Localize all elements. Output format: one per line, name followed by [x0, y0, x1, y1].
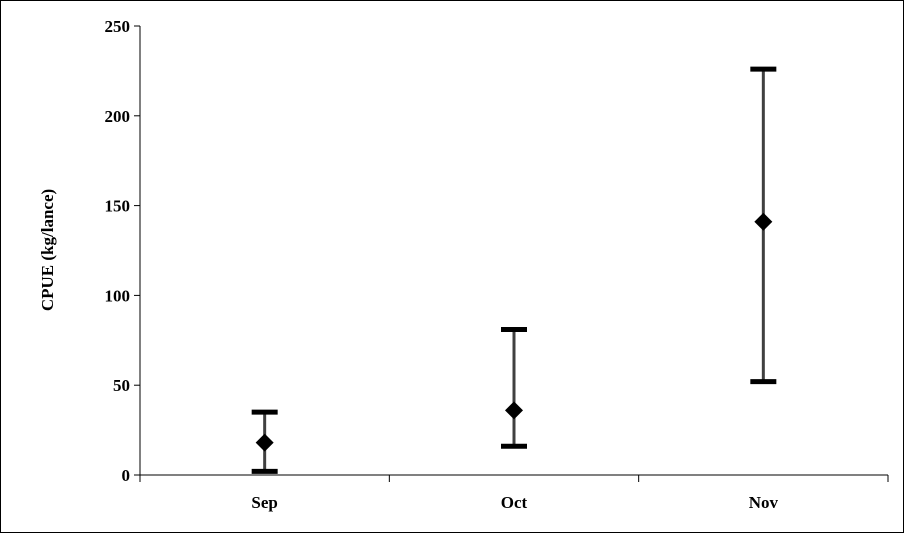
data-point-diamond [255, 433, 274, 452]
x-tick-label: Sep [251, 493, 277, 512]
y-tick-label: 50 [113, 376, 130, 395]
y-tick-label: 0 [122, 466, 131, 485]
data-point-diamond [505, 401, 523, 420]
x-tick-label: Nov [749, 493, 779, 512]
x-ticks: Sep Oct Nov [139, 475, 889, 512]
x-tick-label: Oct [501, 493, 528, 512]
y-ticks: 0 50 100 150 200 250 [105, 17, 140, 485]
y-tick-label: 200 [105, 107, 131, 126]
y-tick-label: 150 [105, 197, 131, 216]
y-tick-label: 100 [105, 286, 131, 305]
y-axis-title: CPUE (kg/lance) [38, 189, 57, 311]
markers [255, 212, 773, 452]
axes [139, 26, 888, 476]
data-point-diamond [754, 212, 773, 231]
y-tick-label: 250 [105, 17, 131, 36]
